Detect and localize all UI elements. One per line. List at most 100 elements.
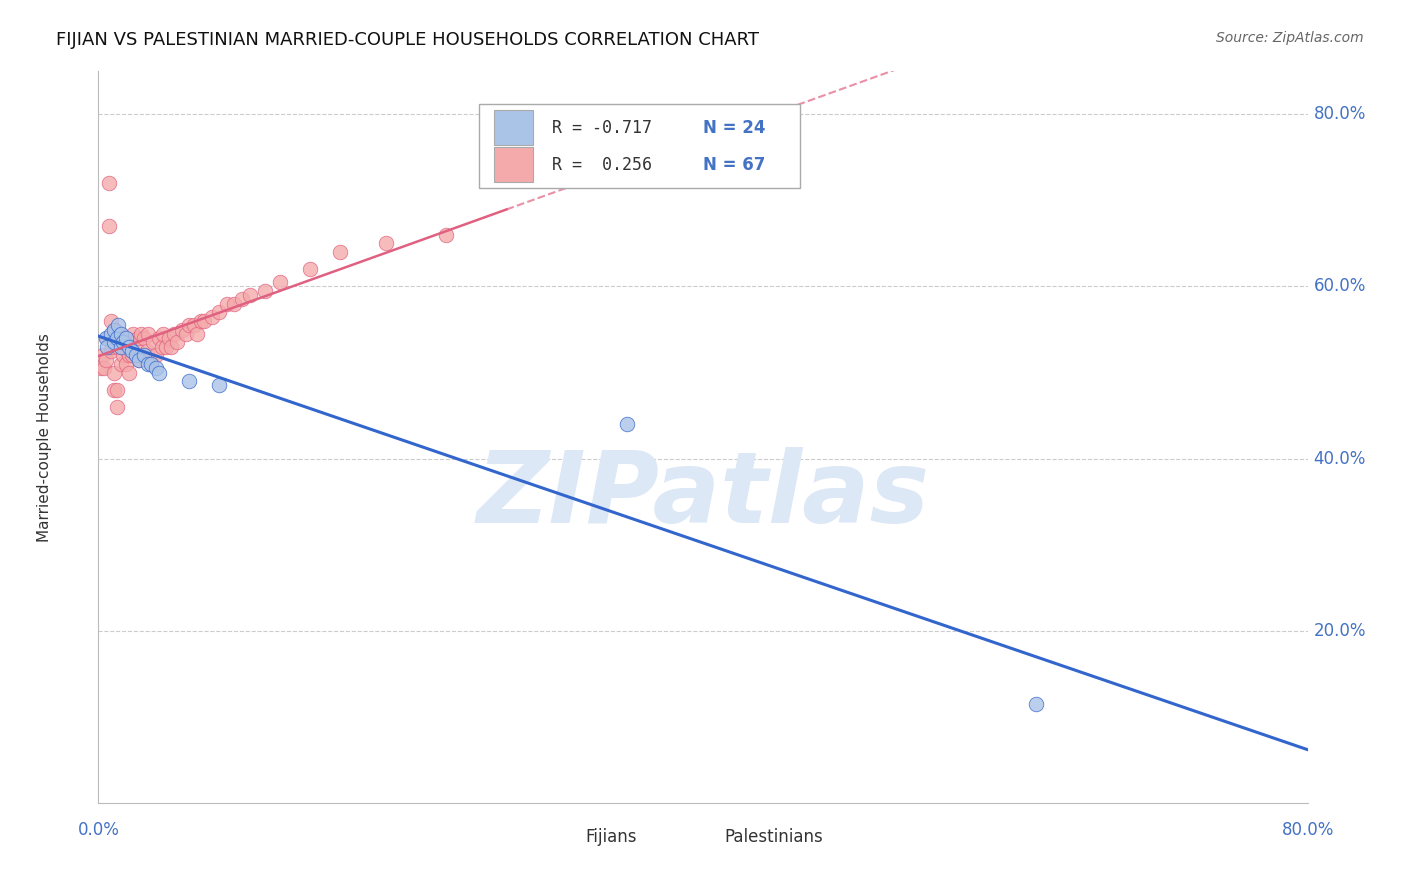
Point — [224, 296, 246, 310]
Text: 40.0%: 40.0% — [1313, 450, 1367, 467]
Point — [112, 331, 135, 345]
Point — [103, 335, 125, 350]
Point — [145, 361, 167, 376]
Point — [269, 275, 291, 289]
Point — [105, 331, 128, 345]
Point — [108, 326, 131, 341]
Point — [104, 322, 127, 336]
Point — [142, 335, 165, 350]
Point — [135, 344, 157, 359]
Text: R = -0.717: R = -0.717 — [551, 119, 652, 136]
FancyBboxPatch shape — [494, 147, 533, 182]
Point — [160, 340, 183, 354]
Point — [136, 357, 159, 371]
Point — [129, 326, 152, 341]
Text: Palestinians: Palestinians — [724, 828, 824, 847]
Point — [132, 331, 155, 345]
Point — [110, 326, 132, 341]
Point — [118, 348, 141, 362]
Point — [136, 326, 159, 341]
Point — [105, 383, 128, 397]
Point — [121, 348, 143, 362]
Text: FIJIAN VS PALESTINIAN MARRIED-COUPLE HOUSEHOLDS CORRELATION CHART: FIJIAN VS PALESTINIAN MARRIED-COUPLE HOU… — [56, 31, 759, 49]
Point — [100, 326, 122, 341]
Point — [100, 344, 122, 359]
Point — [110, 331, 132, 345]
Text: 20.0%: 20.0% — [1313, 622, 1367, 640]
Point — [114, 335, 136, 350]
Point — [152, 326, 174, 341]
Text: 80.0%: 80.0% — [1313, 105, 1367, 123]
Point — [107, 318, 129, 333]
Text: 80.0%: 80.0% — [1281, 821, 1334, 839]
Point — [159, 331, 181, 345]
Point — [107, 340, 129, 354]
Point — [141, 357, 163, 371]
Point — [155, 340, 177, 354]
Point — [96, 340, 118, 354]
FancyBboxPatch shape — [479, 104, 800, 188]
Point — [125, 340, 148, 354]
Point — [105, 400, 128, 414]
FancyBboxPatch shape — [685, 826, 716, 848]
Point — [434, 227, 457, 242]
Text: Married-couple Households: Married-couple Households — [37, 333, 52, 541]
Point — [118, 366, 141, 380]
Point — [128, 352, 150, 367]
Point — [166, 335, 188, 350]
Point — [110, 340, 132, 354]
Point — [193, 314, 215, 328]
Point — [190, 314, 212, 328]
Point — [1024, 697, 1046, 711]
Point — [114, 357, 136, 371]
Point — [215, 296, 238, 310]
Point — [179, 318, 201, 333]
Point — [145, 348, 167, 362]
Point — [616, 417, 638, 432]
Point — [299, 262, 322, 277]
Point — [118, 340, 141, 354]
Point — [120, 335, 142, 350]
Point — [111, 348, 134, 362]
Text: N = 24: N = 24 — [703, 119, 765, 136]
Point — [253, 284, 276, 298]
Point — [93, 361, 115, 376]
Point — [98, 219, 121, 234]
Point — [115, 344, 138, 359]
Text: ZIPatlas: ZIPatlas — [477, 447, 929, 544]
Point — [329, 245, 352, 260]
Point — [98, 176, 121, 190]
Point — [110, 357, 132, 371]
FancyBboxPatch shape — [494, 111, 533, 145]
Point — [239, 288, 262, 302]
Text: 0.0%: 0.0% — [77, 821, 120, 839]
Point — [174, 326, 197, 341]
Point — [148, 331, 170, 345]
Point — [125, 348, 148, 362]
FancyBboxPatch shape — [546, 826, 576, 848]
Point — [208, 305, 231, 319]
Text: Source: ZipAtlas.com: Source: ZipAtlas.com — [1216, 31, 1364, 45]
Point — [170, 322, 193, 336]
Point — [121, 344, 143, 359]
Point — [141, 357, 163, 371]
Point — [128, 352, 150, 367]
Text: N = 67: N = 67 — [703, 156, 765, 174]
Point — [179, 374, 201, 388]
Point — [111, 335, 134, 350]
Point — [90, 361, 112, 376]
Point — [91, 348, 114, 362]
Point — [132, 348, 155, 362]
Point — [231, 293, 253, 307]
Point — [103, 322, 125, 336]
Point — [96, 331, 118, 345]
Text: Fijians: Fijians — [586, 828, 637, 847]
Point — [122, 326, 145, 341]
Point — [148, 366, 170, 380]
Point — [186, 326, 208, 341]
Point — [127, 331, 149, 345]
Point — [103, 366, 125, 380]
Point — [163, 326, 186, 341]
Point — [183, 318, 205, 333]
Point — [201, 310, 224, 324]
